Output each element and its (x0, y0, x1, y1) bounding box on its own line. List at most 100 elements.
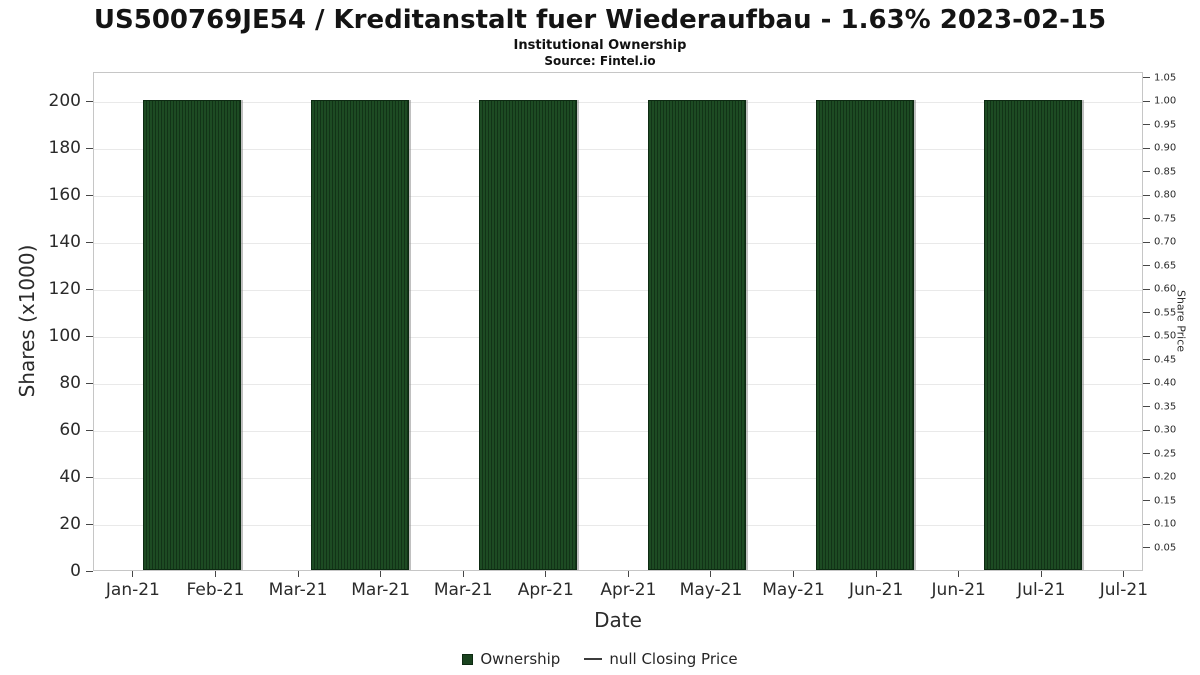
right-tick-label: 0.35 (1154, 401, 1177, 413)
right-tick-label: 0.55 (1154, 307, 1177, 319)
right-tick-label: 0.30 (1154, 424, 1177, 436)
x-tick-mark (710, 571, 712, 577)
y-tick-label: 0 (70, 561, 81, 581)
y-axis-label-left: Shares (x1000) (15, 244, 39, 398)
gridline (94, 149, 1142, 151)
y-tick-mark (86, 570, 93, 572)
y-tick-label: 120 (48, 279, 81, 300)
right-tick-label: 1.00 (1154, 95, 1177, 107)
ownership-swatch-icon (462, 653, 474, 665)
right-tick-mark (1143, 288, 1150, 290)
x-tick-mark (214, 571, 216, 577)
x-tick-label: Apr-21 (517, 580, 574, 600)
gridline (94, 478, 1142, 480)
x-tick-mark (1040, 571, 1042, 577)
y-tick-mark (86, 194, 93, 196)
y-tick-mark (86, 429, 93, 431)
x-tick-mark (875, 571, 877, 577)
right-tick-label: 0.10 (1154, 518, 1177, 530)
y-tick-mark (86, 288, 93, 290)
right-tick-mark (1143, 312, 1150, 314)
y-tick-label: 80 (59, 373, 81, 394)
legend-label-ownership: Ownership (480, 650, 561, 668)
y-tick-mark (86, 335, 93, 337)
ownership-bar (647, 100, 746, 570)
gridline (94, 431, 1142, 433)
x-tick-mark (380, 571, 382, 577)
gridline (94, 196, 1142, 198)
right-tick-mark (1143, 500, 1150, 502)
legend-label-closing-price: null Closing Price (609, 650, 738, 668)
gridline (94, 384, 1142, 386)
x-tick-mark (958, 571, 960, 577)
right-tick-label: 0.15 (1154, 495, 1177, 507)
plot-area (93, 72, 1143, 571)
x-tick-label: Jul-21 (1017, 580, 1066, 600)
y-tick-label: 40 (59, 467, 81, 488)
right-tick-mark (1143, 100, 1150, 102)
x-tick-mark (545, 571, 547, 577)
gridline (94, 290, 1142, 292)
ownership-bar (984, 100, 1082, 570)
x-tick-label: Feb-21 (186, 580, 245, 600)
x-tick-mark (627, 571, 629, 577)
legend-item-ownership: Ownership (462, 650, 560, 668)
x-tick-label: Mar-21 (433, 580, 493, 600)
right-tick-mark (1143, 406, 1150, 408)
x-tick-mark (297, 571, 299, 577)
y-tick-mark (86, 147, 93, 149)
right-tick-label: 0.25 (1154, 448, 1177, 460)
x-tick-mark (1123, 571, 1125, 577)
x-axis-label: Date (594, 608, 642, 632)
right-tick-mark (1143, 241, 1150, 243)
x-tick-mark (793, 571, 795, 577)
right-tick-mark (1143, 77, 1150, 79)
right-tick-label: 0.65 (1154, 260, 1177, 272)
legend-item-closing-price: null Closing Price (584, 650, 738, 668)
right-tick-label: 1.05 (1154, 72, 1177, 84)
right-tick-mark (1143, 382, 1150, 384)
right-tick-label: 0.20 (1154, 471, 1177, 483)
y-tick-label: 200 (48, 91, 81, 112)
right-tick-label: 0.85 (1154, 166, 1177, 178)
x-tick-label: Jun-21 (931, 580, 986, 600)
chart-subtitle: Institutional Ownership (513, 38, 687, 53)
y-tick-label: 160 (48, 185, 81, 206)
right-tick-mark (1143, 547, 1150, 549)
y-tick-label: 20 (59, 514, 81, 535)
chart-source: Source: Fintel.io (544, 54, 656, 68)
ownership-bar (311, 100, 410, 570)
x-tick-label: Jul-21 (1099, 580, 1149, 600)
y-tick-mark (86, 100, 93, 102)
right-tick-mark (1143, 429, 1150, 431)
x-tick-label: Jun-21 (848, 580, 904, 600)
right-tick-mark (1143, 265, 1150, 267)
ownership-bar (815, 100, 914, 570)
y-tick-mark (86, 241, 93, 243)
gridline (94, 102, 1142, 104)
y-axis-label-right: Share Price (1174, 289, 1188, 353)
right-tick-mark (1143, 476, 1150, 478)
x-tick-mark (462, 571, 464, 577)
chart-title: US500769JE54 / Kreditanstalt fuer Wieder… (93, 5, 1107, 35)
x-tick-label: Mar-21 (268, 580, 328, 600)
right-tick-mark (1143, 147, 1150, 149)
right-tick-mark (1143, 218, 1150, 220)
right-tick-label: 0.40 (1154, 377, 1177, 389)
right-tick-label: 0.50 (1154, 330, 1177, 342)
right-tick-label: 0.60 (1154, 283, 1177, 295)
gridline (94, 337, 1142, 339)
x-tick-label: Jan-21 (105, 580, 160, 600)
right-tick-mark (1143, 124, 1150, 126)
y-tick-mark (86, 523, 93, 525)
x-tick-label: May-21 (762, 580, 825, 600)
right-tick-label: 0.45 (1154, 354, 1177, 366)
y-tick-label: 100 (48, 326, 81, 347)
y-tick-label: 60 (59, 420, 81, 441)
closing-price-line-icon (584, 658, 603, 660)
y-tick-label: 140 (48, 232, 81, 253)
right-tick-label: 0.90 (1154, 142, 1177, 154)
right-tick-mark (1143, 171, 1150, 173)
right-tick-label: 0.75 (1154, 213, 1177, 225)
